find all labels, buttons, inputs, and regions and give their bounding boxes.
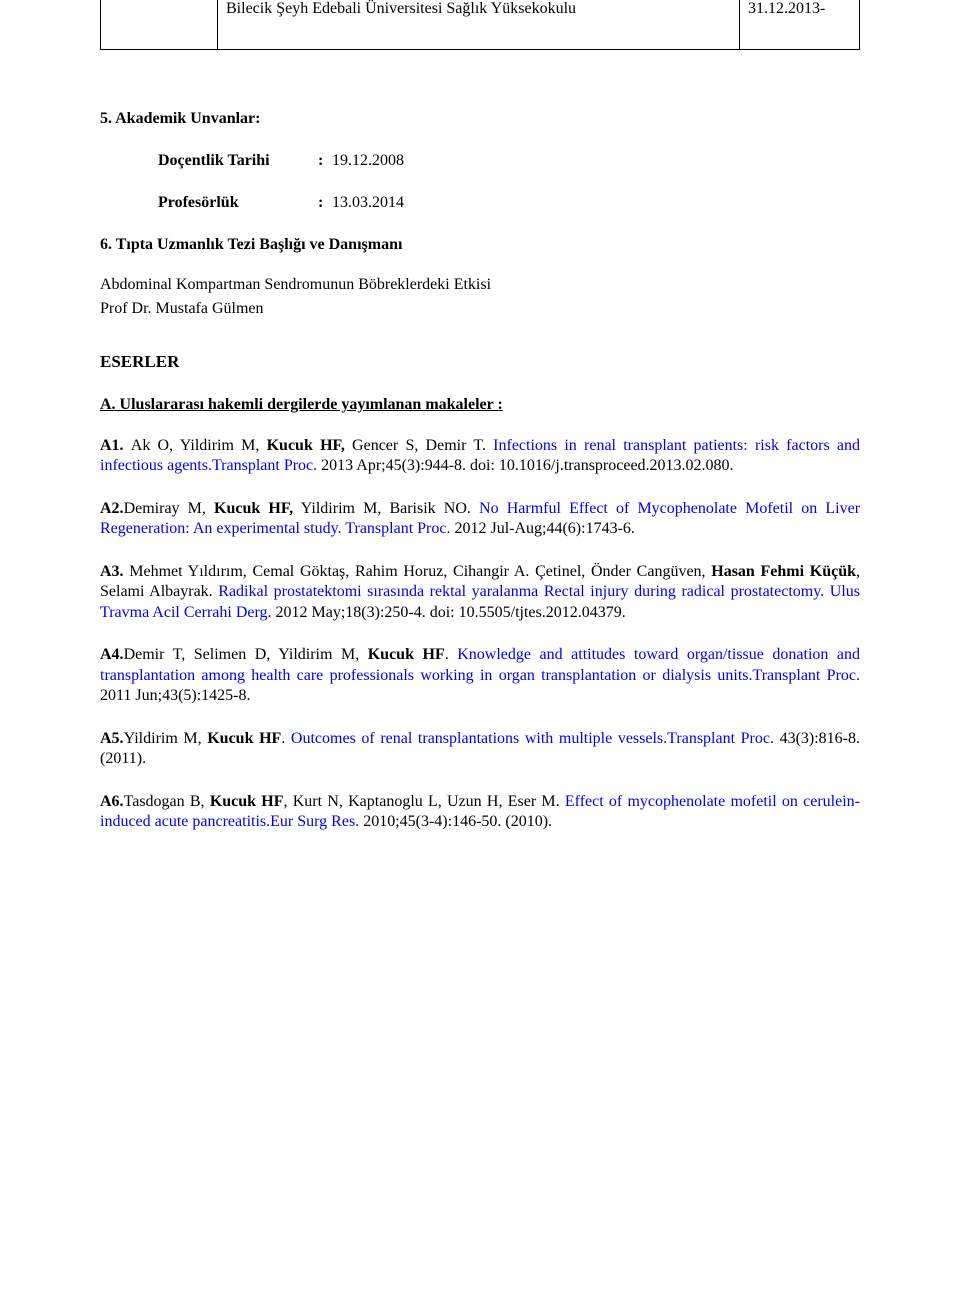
ref-num: A6. [100,793,124,810]
ref-num: A3. [100,563,124,580]
page-header: Bilecik Şeyh Edebali Üniversitesi Sağlık… [100,0,860,50]
header-empty-cell [100,0,218,50]
docentlik-value: 19.12.2008 [332,152,404,170]
ref-tail: 2012 May;18(3):250-4. doi: 10.5505/tjtes… [272,604,626,621]
ref-a2: A2.Demiray M, Kucuk HF, Yildirim M, Bari… [100,499,860,540]
ref-author-bold: Kucuk HF, [214,500,293,517]
ref-authors: Yildirim M, [124,730,208,747]
ref-authors2: . [445,646,458,663]
thesis-title: Abdominal Kompartman Sendromunun Böbrekl… [100,276,860,294]
ref-source-link[interactable]: Transplant Proc. [342,520,451,537]
ref-source-link[interactable]: Transplant Proc. [667,730,774,747]
header-institution-cell: Bilecik Şeyh Edebali Üniversitesi Sağlık… [218,0,740,50]
ref-author-bold: Kucuk HF [210,793,284,810]
profesorluk-value: 13.03.2014 [332,194,404,212]
ref-source-link[interactable]: Transplant Proc. [753,667,861,684]
colon: : [318,194,332,212]
ref-authors: Demiray M, [124,500,214,517]
thesis-advisor: Prof Dr. Mustafa Gülmen [100,300,860,318]
header-date-cell: 31.12.2013- [740,0,860,50]
sub-heading-a: A. Uluslararası hakemli dergilerde yayım… [100,396,860,414]
header-date: 31.12.2013- [748,0,825,18]
academic-titles-block: Doçentlik Tarihi : 19.12.2008 Profesörlü… [158,152,860,212]
profesorluk-row: Profesörlük : 13.03.2014 [158,194,860,212]
ref-title-link[interactable]: Radikal prostatektomi sırasında rektal y… [218,583,824,600]
ref-a5: A5.Yildirim M, Kucuk HF. Outcomes of ren… [100,729,860,770]
ref-num: A1. [100,437,131,454]
ref-authors: Demir T, Selimen D, Yildirim M, [124,646,368,663]
ref-author-bold: Kucuk HF [368,646,445,663]
ref-num: A2. [100,500,124,517]
ref-tail: 2011 Jun;43(5):1425-8. [100,687,251,704]
ref-tail: 2010;45(3-4):146-50. (2010). [359,813,552,830]
ref-authors2: . [281,730,291,747]
section-6-block: 6. Tıpta Uzmanlık Tezi Başlığı ve Danışm… [100,236,860,318]
ref-author-bold: Hasan Fehmi Küçük [711,563,856,580]
ref-authors: Ak O, Yildirim M, [131,437,267,454]
ref-authors: Mehmet Yıldırım, Cemal Göktaş, Rahim Hor… [124,563,712,580]
section-5-heading: 5. Akademik Unvanlar: [100,110,860,128]
ref-a3: A3. Mehmet Yıldırım, Cemal Göktaş, Rahim… [100,562,860,623]
institution-name: Bilecik Şeyh Edebali Üniversitesi Sağlık… [226,0,576,18]
ref-title-link[interactable]: Outcomes of renal transplantations with … [291,730,667,747]
ref-a6: A6.Tasdogan B, Kucuk HF, Kurt N, Kaptano… [100,792,860,833]
colon: : [318,152,332,170]
ref-num: A4. [100,646,124,663]
ref-authors: Tasdogan B, [124,793,210,810]
ref-authors2: , Kurt N, Kaptanoglu L, Uzun H, Eser M. [284,793,565,810]
ref-num: A5. [100,730,124,747]
docentlik-row: Doçentlik Tarihi : 19.12.2008 [158,152,860,170]
ref-tail: 2013 Apr;45(3):944-8. doi: 10.1016/j.tra… [317,457,733,474]
ref-tail: 2012 Jul-Aug;44(6):1743-6. [450,520,634,537]
eserler-heading: ESERLER [100,352,860,372]
profesorluk-label: Profesörlük [158,194,318,212]
ref-authors2: Yildirim M, Barisik NO. [293,500,479,517]
section-6-heading: 6. Tıpta Uzmanlık Tezi Başlığı ve Danışm… [100,236,860,254]
ref-author-bold: Kucuk HF, [267,437,345,454]
docentlik-label: Doçentlik Tarihi [158,152,318,170]
ref-a1: A1. Ak O, Yildirim M, Kucuk HF, Gencer S… [100,436,860,477]
ref-source-link[interactable]: Transplant Proc. [212,457,317,474]
ref-source-link[interactable]: Eur Surg Res. [270,813,359,830]
ref-a4: A4.Demir T, Selimen D, Yildirim M, Kucuk… [100,645,860,706]
ref-authors2: Gencer S, Demir T. [345,437,493,454]
ref-author-bold: Kucuk HF [207,730,281,747]
